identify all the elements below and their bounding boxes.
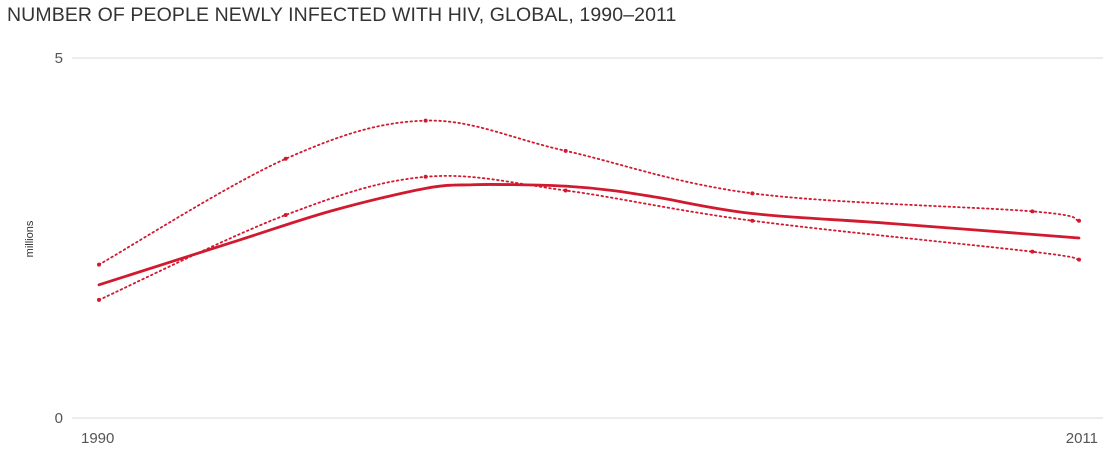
upper-bound-line-point: [1030, 209, 1035, 214]
x-tick-label-2011: 2011: [1066, 430, 1098, 447]
lower-bound-line-point: [563, 188, 568, 193]
upper-bound-line-point: [423, 118, 428, 123]
x-tick-label-1990: 1990: [81, 430, 114, 447]
grid-layer: [72, 57, 1103, 419]
upper-bound-line-point: [563, 148, 568, 153]
lower-bound-line-point: [1030, 249, 1035, 254]
chart-title: NUMBER OF PEOPLE NEWLY INFECTED WITH HIV…: [7, 4, 677, 26]
series-layer: [97, 119, 1081, 301]
lower-bound-line-point: [1077, 257, 1081, 262]
upper-bound-line-point: [97, 262, 101, 267]
lower-bound-line-point: [750, 218, 755, 223]
lower-bound-line-point: [97, 297, 101, 302]
marker-layer: [97, 118, 1081, 302]
tick-layer: 0 5 1990 2011: [55, 50, 1098, 447]
upper-bound-line-point: [283, 156, 288, 161]
upper-bound-line-point: [750, 191, 755, 196]
upper-bound-line: [98, 119, 1080, 266]
lower-bound-line-point: [283, 212, 288, 217]
lower-bound-line-point: [423, 174, 428, 179]
estimate-line: [97, 182, 1081, 287]
y-tick-label-5: 5: [55, 50, 63, 67]
y-tick-label-0: 0: [55, 410, 63, 427]
upper-bound-line-point: [1077, 218, 1081, 223]
